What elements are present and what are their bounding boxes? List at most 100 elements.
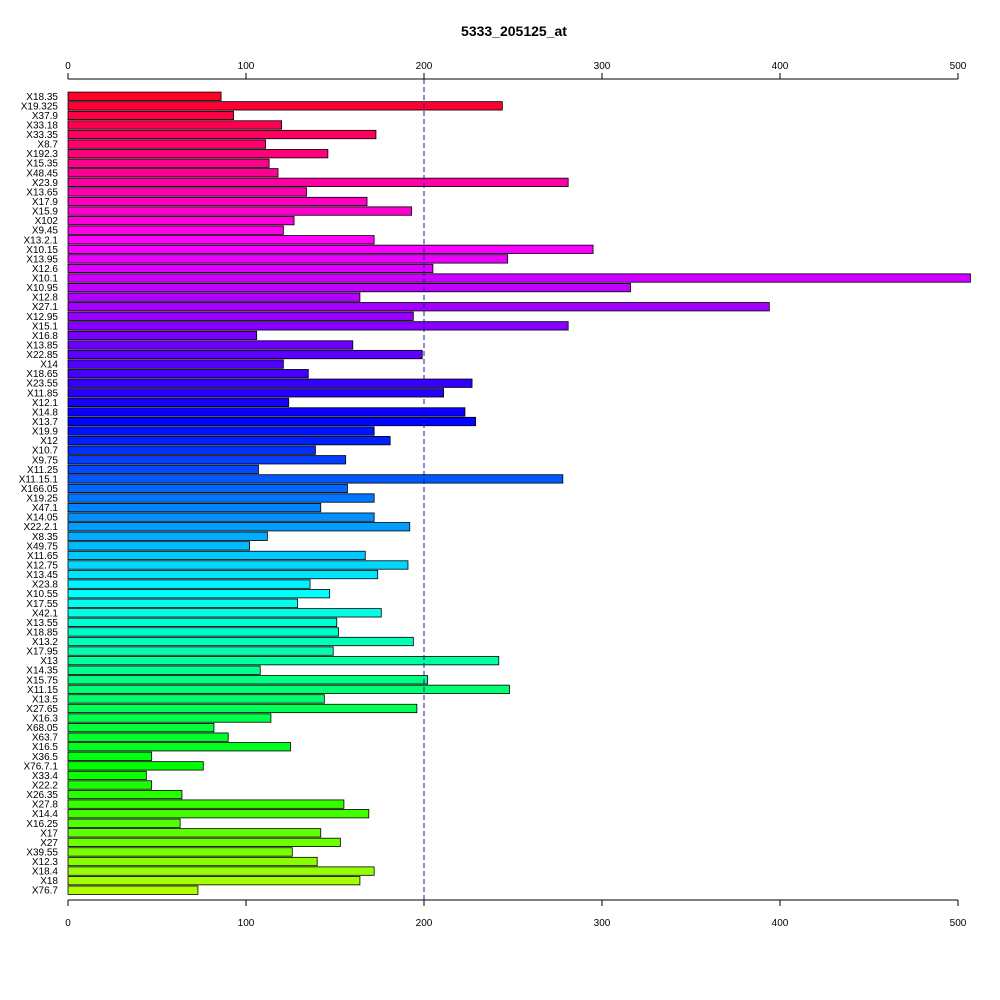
bar	[67, 608, 382, 618]
bar	[67, 694, 325, 704]
category-label: X13.65	[26, 187, 58, 198]
bar	[67, 531, 268, 541]
category-label: X33.4	[32, 771, 59, 782]
bar	[67, 416, 477, 427]
category-label: X13.5	[32, 694, 59, 705]
bar	[67, 560, 409, 570]
bar	[67, 742, 291, 752]
category-label: X15.75	[26, 675, 58, 686]
bar	[67, 818, 181, 828]
top-tick-label: 100	[238, 61, 255, 72]
category-label: X16.5	[32, 742, 59, 753]
bar	[67, 636, 414, 647]
category-label: X48.45	[26, 168, 58, 179]
category-label: X27.1	[32, 302, 59, 313]
bar	[67, 550, 366, 561]
category-label: X18.85	[26, 627, 58, 638]
bar	[67, 675, 428, 685]
category-label: X23.8	[32, 580, 59, 591]
bar	[67, 311, 414, 321]
category-label: X22.2	[32, 780, 59, 791]
bar	[67, 502, 322, 513]
chart-title: 5333_205125_at	[461, 23, 567, 39]
bar	[67, 828, 322, 838]
bar	[67, 876, 361, 886]
bar	[67, 445, 316, 455]
bar	[67, 856, 318, 867]
bar	[67, 512, 375, 522]
category-label: X11.65	[27, 551, 58, 562]
category-label: X14.4	[32, 809, 59, 820]
category-label: X22.2.1	[24, 522, 59, 533]
bar	[67, 732, 229, 742]
category-label: X17.9	[32, 197, 59, 208]
bar	[67, 235, 375, 245]
category-label: X12.95	[26, 312, 58, 323]
bar	[67, 149, 329, 159]
bottom-tick-label: 100	[238, 918, 255, 929]
bar	[67, 349, 423, 360]
bar	[67, 474, 564, 484]
category-label: X11.25	[27, 465, 58, 476]
category-label: X23.55	[26, 379, 58, 390]
category-label: X13.85	[26, 340, 58, 351]
bar	[67, 225, 284, 235]
category-label: X14.05	[26, 513, 58, 524]
bar	[67, 483, 348, 494]
category-label: X12.6	[32, 264, 59, 275]
top-tick-label: 300	[594, 61, 611, 72]
bar	[67, 187, 307, 197]
category-label: X8.35	[32, 532, 59, 543]
bar	[67, 541, 250, 551]
bar	[67, 168, 279, 178]
category-label: X76.7	[32, 886, 59, 897]
bar	[67, 292, 361, 302]
bar	[67, 617, 338, 627]
bar	[67, 713, 272, 723]
category-label: X27.65	[26, 704, 58, 715]
category-label: X8.7	[37, 140, 58, 151]
bar	[67, 110, 234, 121]
bar	[67, 340, 354, 350]
bar	[67, 302, 770, 312]
category-label: X47.1	[32, 503, 59, 514]
bottom-tick-label: 500	[950, 918, 967, 929]
bar	[67, 799, 345, 809]
category-label: X15.9	[32, 207, 59, 218]
bar	[67, 369, 309, 379]
category-label: X10.95	[26, 283, 58, 294]
bar	[67, 359, 284, 369]
bar	[67, 196, 368, 207]
category-label: X11.85	[27, 388, 58, 399]
category-label: X166.05	[21, 484, 59, 495]
category-label: X76.7.1	[24, 761, 59, 772]
category-label: X9.75	[32, 455, 59, 466]
bar	[67, 120, 283, 130]
category-label: X63.7	[32, 733, 59, 744]
bar	[67, 263, 434, 274]
category-label: X23.9	[32, 178, 59, 189]
category-label: X16.8	[32, 331, 59, 342]
bar	[67, 378, 473, 388]
top-tick-label: 200	[416, 61, 433, 72]
bottom-tick-label: 400	[772, 918, 789, 929]
bar	[67, 321, 569, 331]
category-label: X12	[40, 436, 58, 447]
category-label: X14	[40, 360, 58, 371]
category-label: X10.1	[32, 274, 59, 285]
category-label: X10.7	[32, 446, 59, 457]
category-label: X27	[40, 838, 58, 849]
category-label: X68.05	[26, 723, 58, 734]
bar	[67, 522, 411, 532]
category-label: X17.95	[26, 647, 58, 658]
bar	[67, 627, 339, 637]
category-label: X19.25	[26, 494, 58, 505]
top-x-axis: 0 100 200 300 400 500	[65, 61, 967, 80]
bar	[67, 254, 509, 264]
bar	[67, 646, 334, 656]
category-label: X36.5	[32, 752, 59, 763]
category-label: X18.35	[26, 92, 58, 103]
category-label: X14.35	[26, 666, 58, 677]
category-label: X10.15	[26, 245, 58, 256]
